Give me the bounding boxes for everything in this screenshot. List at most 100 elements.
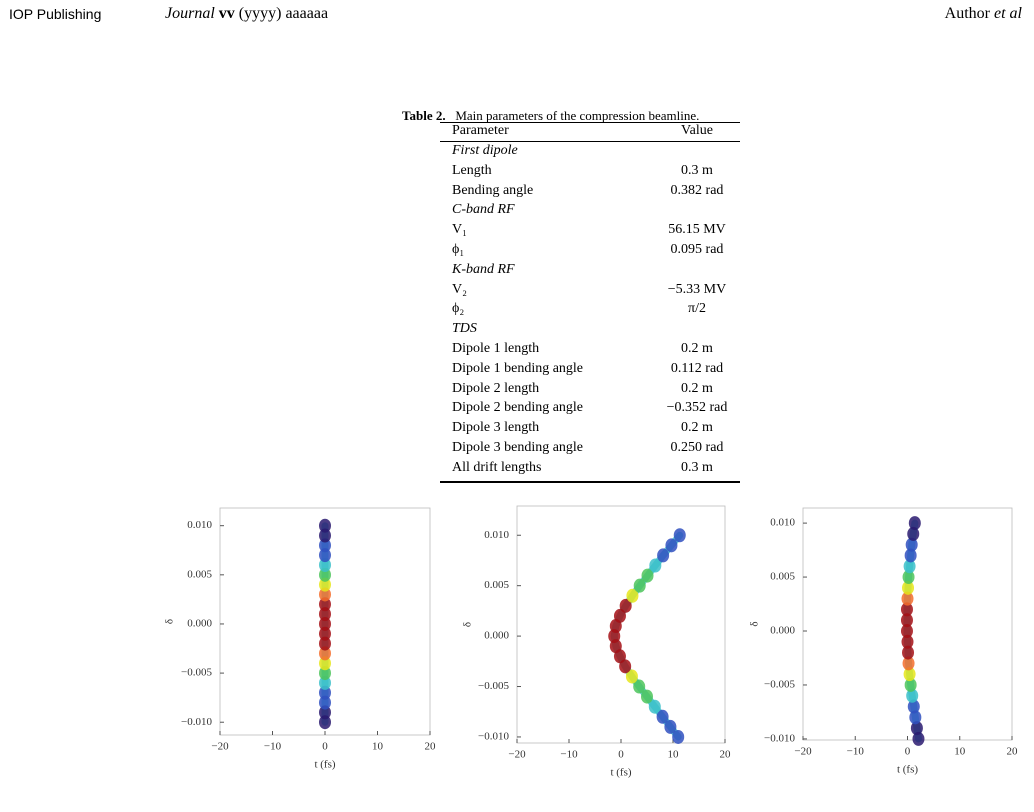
point [910,721,923,736]
publisher: IOP Publishing [9,6,102,22]
y-tick-label: 0.005 [484,579,509,591]
column-header: Value [681,123,713,138]
y-tick-label: 0.000 [770,625,795,637]
point [641,689,653,704]
point [906,688,919,703]
y-tick-label: 0.010 [484,529,509,541]
y-tick-label: −0.010 [181,716,212,728]
point [641,568,654,583]
rule [440,481,740,483]
parameter: V₂ [452,281,467,297]
x-axis-label: t (fs) [897,764,918,776]
value: 0.382 rad [670,182,724,198]
point [319,528,331,543]
point [664,719,677,734]
point [319,587,331,602]
x-axis-label: t (fs) [610,767,631,779]
point [319,577,331,592]
parameter: Dipole 3 length [452,420,540,436]
caption: Main parameters of the compression beaml… [455,108,700,123]
value: 0.112 rad [670,360,724,376]
point [903,667,916,682]
parameter: ϕ₁ [452,242,465,257]
x-tick-label: −10 [560,749,578,761]
point [912,731,925,746]
point [902,645,915,660]
trace [610,531,684,741]
table-label: Table 2. [402,108,446,123]
y-tick-label: −0.005 [181,667,212,679]
journal-ref: Journal vv (yyyy) aaaaaa [165,6,328,22]
point [319,646,331,661]
point [633,679,646,694]
x-axis-label: t (fs) [314,759,335,771]
y-tick-label: 0.005 [770,571,795,583]
point [900,613,913,628]
point [319,636,331,651]
parameter: Bending angle [452,182,534,198]
rule [440,122,740,123]
y-axis-label: δ [164,619,176,624]
point [619,659,632,674]
x-tick-label: 0 [618,749,624,761]
point [319,626,331,641]
point [319,705,331,720]
y-tick-label: −0.005 [764,678,795,690]
point [902,570,915,585]
parameter: Dipole 1 bending angle [452,360,584,376]
x-tick-label: −10 [264,741,282,753]
point [319,695,331,710]
point [665,538,678,553]
y-tick-label: 0.000 [187,617,212,629]
column-header: Parameter [452,123,509,138]
point [633,578,646,593]
point [625,669,638,684]
value: 0.3 m [681,459,713,475]
point [648,699,661,714]
value: 0.2 m [681,380,713,396]
y-tick-label: 0.005 [187,568,212,580]
parameter: ϕ₂ [452,301,465,317]
point [319,715,331,730]
point [619,598,632,613]
x-tick-label: −20 [508,749,526,761]
x-tick-label: −20 [211,741,229,753]
volume: vv [218,5,235,22]
point [319,548,331,563]
point [626,588,639,603]
point [319,607,331,622]
point [903,559,916,574]
rule [440,141,740,142]
point [901,591,914,606]
section: First dipole [452,143,518,158]
article: aaaaaa [285,5,329,22]
point [905,537,918,552]
author-ref: Author et al [945,6,1022,22]
value: 0.250 rad [670,440,724,455]
value: π/2 [688,301,706,317]
x-tick-label: −10 [847,746,865,758]
journal: Journal [165,5,215,22]
y-tick-label: 0.010 [187,519,212,531]
parameter: Dipole 2 bending angle [452,400,584,416]
point [319,557,331,572]
value: 56.15 MV [668,222,726,238]
point [672,729,685,744]
x-tick-label: 10 [372,741,384,753]
point [319,567,331,582]
point [907,526,920,541]
parameter: Dipole 3 bending angle [452,440,584,455]
point [902,580,915,595]
x-tick-label: 0 [905,746,911,758]
point [902,656,915,671]
point [319,685,331,700]
point [900,624,913,639]
x-tick-label: 20 [720,749,732,761]
section: K-band RF [452,261,515,277]
parameter: Dipole 2 length [452,380,540,396]
section: C-band RF [452,202,515,218]
parameter: Length [452,162,492,178]
point [319,616,331,631]
